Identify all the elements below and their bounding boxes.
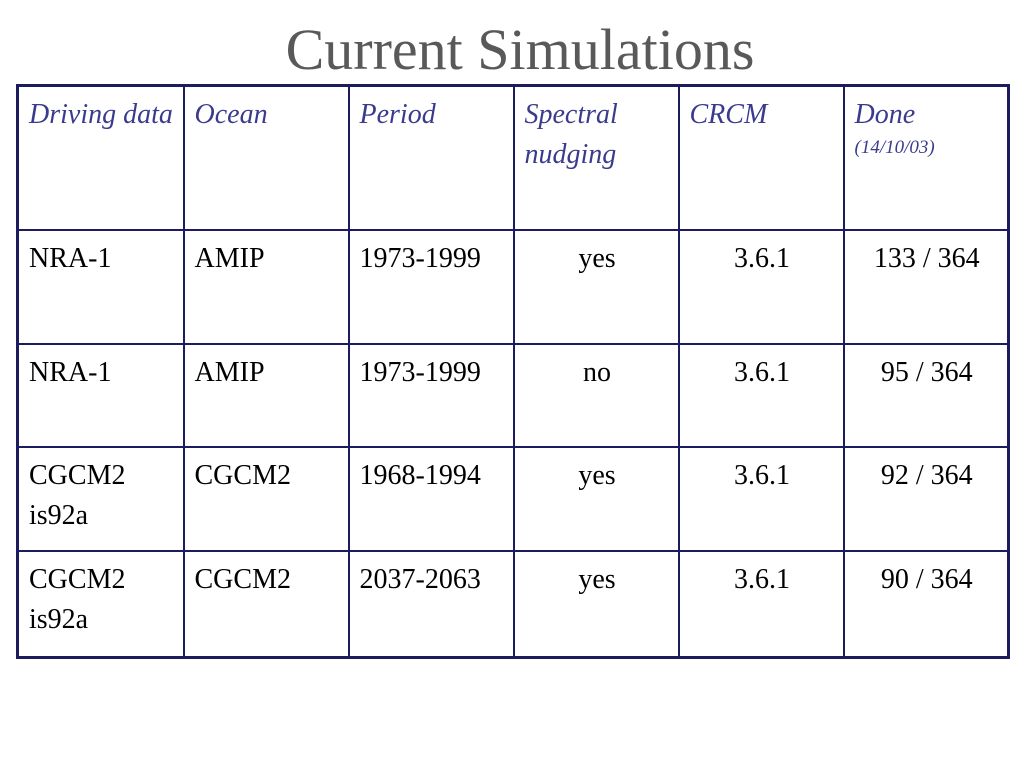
cell-driving-data: CGCM2 is92a	[16, 445, 185, 552]
cell-spectral-nudging: yes	[512, 549, 680, 659]
cell-period: 2037-2063	[347, 549, 515, 659]
cell-spectral-nudging: yes	[512, 445, 680, 552]
table-row: NRA-1 AMIP 1973-1999 no 3.6.1 95 / 364	[16, 342, 1010, 448]
header-done-date: (14/10/03)	[854, 137, 935, 158]
header-ocean: Ocean	[182, 84, 350, 231]
header-done-label: Done	[854, 99, 916, 130]
cell-period: 1973-1999	[347, 342, 515, 448]
cell-crcm: 3.6.1	[677, 342, 845, 448]
table-row: CGCM2 is92a CGCM2 1968-1994 yes 3.6.1 92…	[16, 445, 1010, 552]
cell-driving-data: CGCM2 is92a	[16, 549, 185, 659]
cell-driving-data: NRA-1	[16, 342, 185, 448]
cell-crcm: 3.6.1	[677, 228, 845, 345]
cell-done: 90 / 364	[842, 549, 1010, 659]
cell-ocean: AMIP	[182, 342, 350, 448]
header-period: Period	[347, 84, 515, 231]
cell-period: 1968-1994	[347, 445, 515, 552]
cell-done: 95 / 364	[842, 342, 1010, 448]
cell-spectral-nudging: no	[512, 342, 680, 448]
header-done: Done (14/10/03)	[842, 84, 1010, 231]
cell-ocean: CGCM2	[182, 549, 350, 659]
cell-crcm: 3.6.1	[677, 549, 845, 659]
header-driving-data: Driving data	[16, 84, 185, 231]
simulations-table: Driving data Ocean Period Spectral nudgi…	[16, 84, 1010, 659]
cell-done: 133 / 364	[842, 228, 1010, 345]
slide-title: Current Simulations	[285, 17, 755, 82]
cell-period: 1973-1999	[347, 228, 515, 345]
cell-done: 92 / 364	[842, 445, 1010, 552]
header-crcm: CRCM	[677, 84, 845, 231]
table-row: NRA-1 AMIP 1973-1999 yes 3.6.1 133 / 364	[16, 228, 1010, 345]
table-row: CGCM2 is92a CGCM2 2037-2063 yes 3.6.1 90…	[16, 549, 1010, 659]
cell-spectral-nudging: yes	[512, 228, 680, 345]
table-header-row: Driving data Ocean Period Spectral nudgi…	[16, 84, 1010, 231]
cell-ocean: AMIP	[182, 228, 350, 345]
cell-crcm: 3.6.1	[677, 445, 845, 552]
cell-ocean: CGCM2	[182, 445, 350, 552]
cell-driving-data: NRA-1	[16, 228, 185, 345]
header-spectral-nudging: Spectral nudging	[512, 84, 680, 231]
